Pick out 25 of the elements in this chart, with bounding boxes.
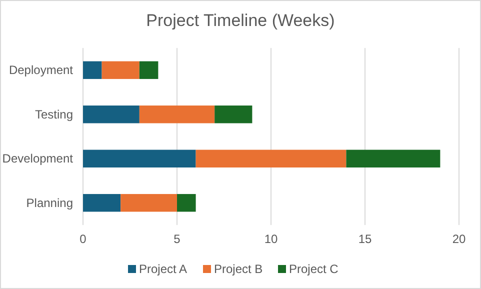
y-tick-label: Deployment xyxy=(8,63,74,78)
bar xyxy=(214,106,252,124)
x-tick-label: 15 xyxy=(358,232,372,246)
x-tick-label: 0 xyxy=(80,232,87,246)
bar xyxy=(120,194,177,212)
bar xyxy=(346,150,440,168)
bar xyxy=(139,106,215,124)
bar xyxy=(83,194,121,212)
bar xyxy=(83,61,102,79)
x-tick-label: 5 xyxy=(174,232,181,246)
legend-label: Project A xyxy=(139,262,188,276)
y-tick-label: Planning xyxy=(26,196,73,210)
chart-title: Project Timeline (Weeks) xyxy=(146,11,335,30)
legend-label: Project B xyxy=(214,262,263,276)
bar xyxy=(196,150,346,168)
bar xyxy=(139,61,158,79)
bar xyxy=(177,194,196,212)
y-tick-label: Testing xyxy=(34,107,73,122)
y-tick-label: Development xyxy=(2,152,74,166)
bar xyxy=(83,106,140,124)
x-tick-label: 10 xyxy=(264,232,278,246)
bar xyxy=(102,61,140,79)
x-tick-label: 20 xyxy=(452,232,466,246)
bar xyxy=(83,150,196,168)
legend-label: Project C xyxy=(289,262,339,276)
